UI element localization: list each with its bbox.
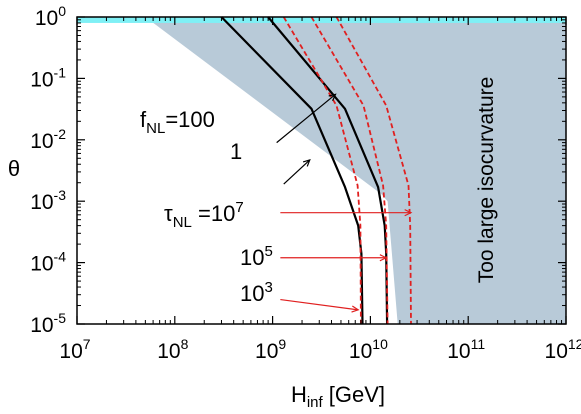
series-line-4 [335, 16, 412, 325]
y-tick-label: 10-3 [30, 187, 66, 214]
fnl100-arrow-shaft [276, 93, 336, 144]
x-tick-label: 107 [59, 336, 90, 363]
y-tick-label: 10-4 [30, 249, 66, 276]
annotation-fnl100: fNL=100 [140, 107, 215, 137]
fnl1-arrow-head [302, 158, 311, 167]
ticks-layer [76, 16, 567, 325]
regions-layer [77, 17, 566, 324]
series-line-2 [282, 16, 362, 325]
fnl100-arrow-head [328, 93, 337, 101]
tau7-arrow-head [404, 209, 413, 217]
x-axis-title-unit: [GeV] [323, 382, 385, 407]
x-tick-label: 109 [255, 336, 286, 363]
annotation-fnl1: 1 [230, 139, 242, 164]
y-tick-label: 100 [35, 3, 66, 30]
arrows-layer [276, 93, 413, 313]
x-tick-label: 1012 [545, 336, 581, 363]
series-line-3 [310, 16, 389, 325]
y-tick-label: 10-1 [30, 64, 66, 91]
x-axis-title: Hinf [GeV] [291, 382, 385, 411]
too-large-isocurvature [145, 17, 566, 324]
series-line-0 [220, 16, 364, 325]
x-axis-title-sub: inf [307, 394, 324, 411]
top-band [77, 17, 566, 23]
y-tick-label: 10-5 [30, 310, 66, 337]
labels-layer: 107 108 109 1010 1011 1012 10-5 10-4 10-3 10-2 10-… [30, 3, 581, 363]
annotation-tau7: τNL =107 [164, 199, 244, 231]
tau3-arrow-shaft [280, 298, 359, 311]
annotation-tau3: 103 [240, 279, 273, 306]
annotation-tau5: 105 [240, 243, 273, 270]
plot-frame [76, 16, 567, 325]
tau5-arrow-head [379, 254, 388, 262]
x-tick-label: 1011 [447, 336, 485, 363]
x-tick-label: 108 [157, 336, 188, 363]
y-axis-title: θ [8, 156, 20, 181]
fnl1-arrow-shaft [283, 159, 311, 185]
x-tick-label: 1010 [349, 336, 388, 363]
region-label: Too large isocurvature [475, 77, 498, 284]
series-layer [220, 16, 412, 325]
tau3-arrow-head [351, 305, 360, 313]
y-tick-label: 10-2 [30, 126, 66, 153]
